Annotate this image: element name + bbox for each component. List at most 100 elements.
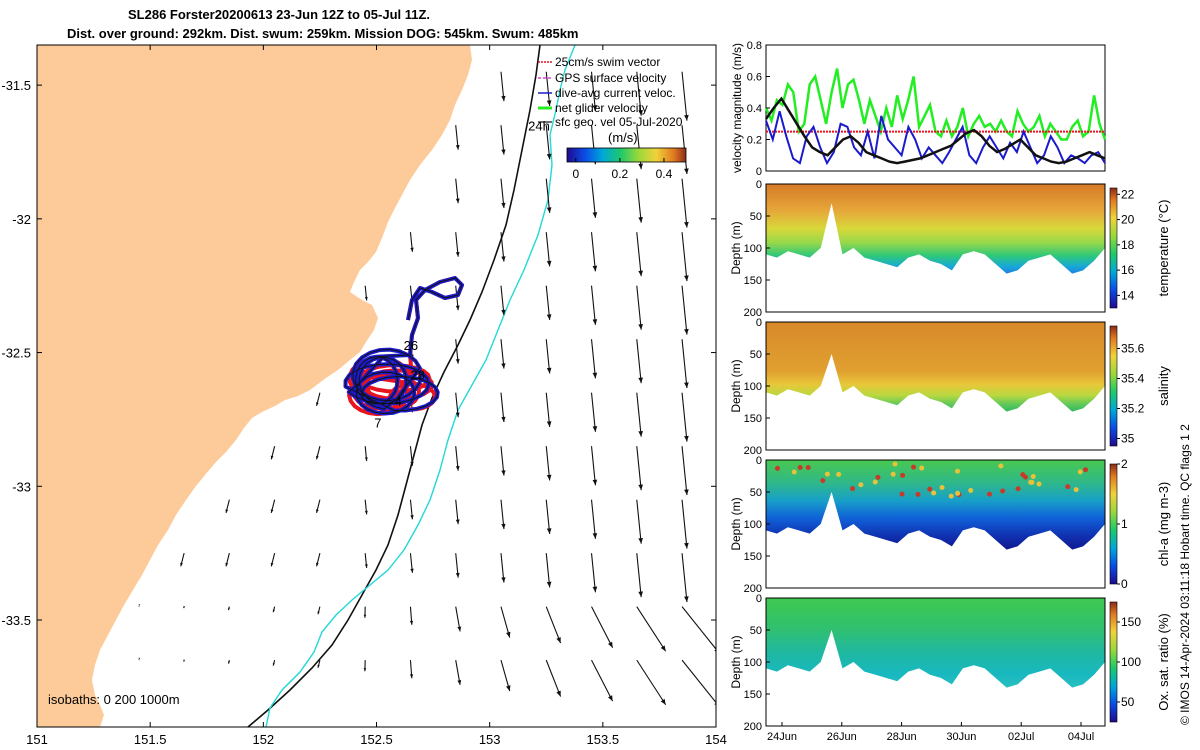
map-ytick-label: -32	[12, 212, 31, 227]
section-ytick-label: 50	[750, 349, 762, 361]
chart-title-line2: Dist. over ground: 292km. Dist. swum: 25…	[67, 26, 579, 41]
velocity-arrow	[636, 339, 642, 384]
velocity-arrow	[681, 339, 688, 389]
map-annotation: 4	[395, 394, 402, 409]
map-panel: 151 151.5 152 152.5 153 153.5 154 -31.5 -32 -32.5…	[1, 44, 727, 747]
section-colorbar-label: temperature (°C)	[1156, 200, 1171, 297]
velocity-arrow	[545, 232, 551, 267]
chl-hotspot	[1030, 473, 1036, 479]
velocity-ylabel: velocity magnitude (m/s)	[730, 43, 744, 173]
chart-title-line1: SL286 Forster20200613 23-Jun 12Z to 05-J…	[128, 7, 431, 22]
velocity-series	[764, 68, 1107, 166]
velocity-arrow-head	[608, 641, 613, 648]
surface-velocity-arrows	[138, 71, 716, 706]
section-colorbar-tick-label: 35	[1121, 432, 1135, 446]
velocity-arrow-head	[317, 664, 320, 668]
velocity-arrow	[681, 392, 688, 442]
velocity-arrow	[681, 178, 688, 228]
velocity-arrow-head	[455, 305, 460, 311]
velocity-arrow-head	[455, 198, 460, 204]
section-ytick-label: 150	[744, 275, 762, 287]
velocity-arrow-head	[501, 309, 506, 316]
section-xtick-label: 04Jul	[1068, 731, 1094, 743]
velocity-arrow-head	[546, 260, 552, 267]
chl-hotspot	[931, 490, 937, 496]
section-xtick-label: 24Jun	[767, 731, 797, 743]
section-ytick-label: 0	[756, 593, 762, 605]
legend-label-net: net glider velocity	[555, 101, 648, 115]
velocity-arrow-head	[363, 668, 367, 672]
chl-hotspot	[955, 490, 961, 496]
velocity-arrow-head	[638, 484, 643, 491]
map-axes: 151 151.5 152 152.5 153 153.5 154 -31.5 -32 -32.5…	[1, 45, 727, 747]
chl-hotspot	[986, 491, 992, 497]
velocity-arrow-head	[409, 674, 414, 679]
chl-hotspot	[998, 463, 1004, 469]
velocity-arrow-head	[501, 470, 506, 476]
chl-hotspot	[900, 472, 906, 478]
velocity-panel: 0 0.2 0.4 0.6 0.8 velocity magnitude (m/s)	[730, 40, 1107, 178]
velocity-arrow	[590, 178, 596, 218]
velocity-arrow-head	[501, 149, 506, 155]
section-colorbar-label: chl-a (mg m-3)	[1156, 482, 1171, 567]
land-mass	[37, 45, 472, 727]
section-field	[766, 598, 1105, 688]
chl-hotspot	[915, 491, 921, 497]
isobath-label: isobaths: 0 200 1000m	[48, 692, 180, 707]
chl-hotspot	[948, 493, 954, 499]
velocity-arrow-head	[272, 663, 275, 666]
velocity-arrow-head	[180, 562, 183, 567]
velocity-arrow	[636, 71, 642, 116]
velocity-arrow	[545, 446, 551, 481]
map-xtick-label: 153.5	[587, 732, 620, 747]
velocity-arrow-head	[316, 402, 319, 406]
section-temperature-section: 0 50 100 150 200 Depth (m) 14 16 18 20 22 temperatu…	[729, 179, 1171, 319]
section-ytick-label: 0	[756, 317, 762, 329]
velocity-arrow	[591, 659, 614, 702]
velocity-arrow-head	[546, 207, 552, 213]
velocity-arrow-head	[638, 591, 643, 598]
velocity-arrow-head	[455, 251, 460, 257]
section-colorbar-tick-label: 1	[1121, 517, 1128, 531]
chl-hotspot	[899, 491, 905, 497]
velocity-arrow-head	[638, 216, 643, 223]
velocity-arrow-head	[546, 100, 552, 106]
velocity-arrow-head	[501, 95, 506, 102]
section-ytick-label: 100	[744, 657, 762, 669]
velocity-arrow-head	[455, 465, 460, 471]
velocity-arrow	[545, 339, 551, 374]
velocity-arrow-head	[684, 168, 689, 175]
velocity-arrow-head	[684, 114, 689, 121]
chl-hotspot	[836, 471, 842, 477]
velocity-arrow-head	[592, 479, 598, 486]
velocity-ytick-label: 0.2	[747, 135, 762, 147]
chl-hotspot	[775, 465, 781, 471]
map-xtick-label: 152.5	[360, 732, 393, 747]
velocity-arrow	[545, 606, 562, 644]
section-colorbar-tick-label: 0	[1121, 577, 1128, 591]
velocity-arrow-head	[592, 212, 598, 218]
velocity-arrow-head	[410, 247, 414, 252]
velocity-arrow	[636, 232, 642, 277]
velocity-arrow-head	[684, 435, 689, 442]
velocity-line-sfc_geo	[764, 96, 1106, 165]
map-ytick-label: -32.5	[1, 346, 31, 361]
velocity-arrow-head	[506, 685, 511, 692]
velocity-arrow-head	[592, 265, 598, 272]
velocity-arrow-head	[455, 519, 460, 525]
velocity-arrow-head	[556, 690, 561, 697]
velocity-arrow	[590, 339, 596, 379]
velocity-arrow-head	[546, 314, 552, 320]
velocity-arrow-head	[501, 577, 506, 583]
velocity-arrow-head	[363, 614, 367, 618]
section-colorbar-tick-label: 16	[1121, 263, 1135, 277]
velocity-arrow-head	[225, 562, 229, 567]
chl-hotspot	[805, 465, 811, 471]
chl-hotspot	[797, 464, 803, 470]
velocity-arrow-head	[638, 430, 643, 437]
section-ylabel: Depth (m)	[729, 221, 743, 274]
section-field	[766, 460, 1105, 550]
velocity-arrow-head	[316, 562, 319, 567]
section-ytick-label: 50	[750, 487, 762, 499]
